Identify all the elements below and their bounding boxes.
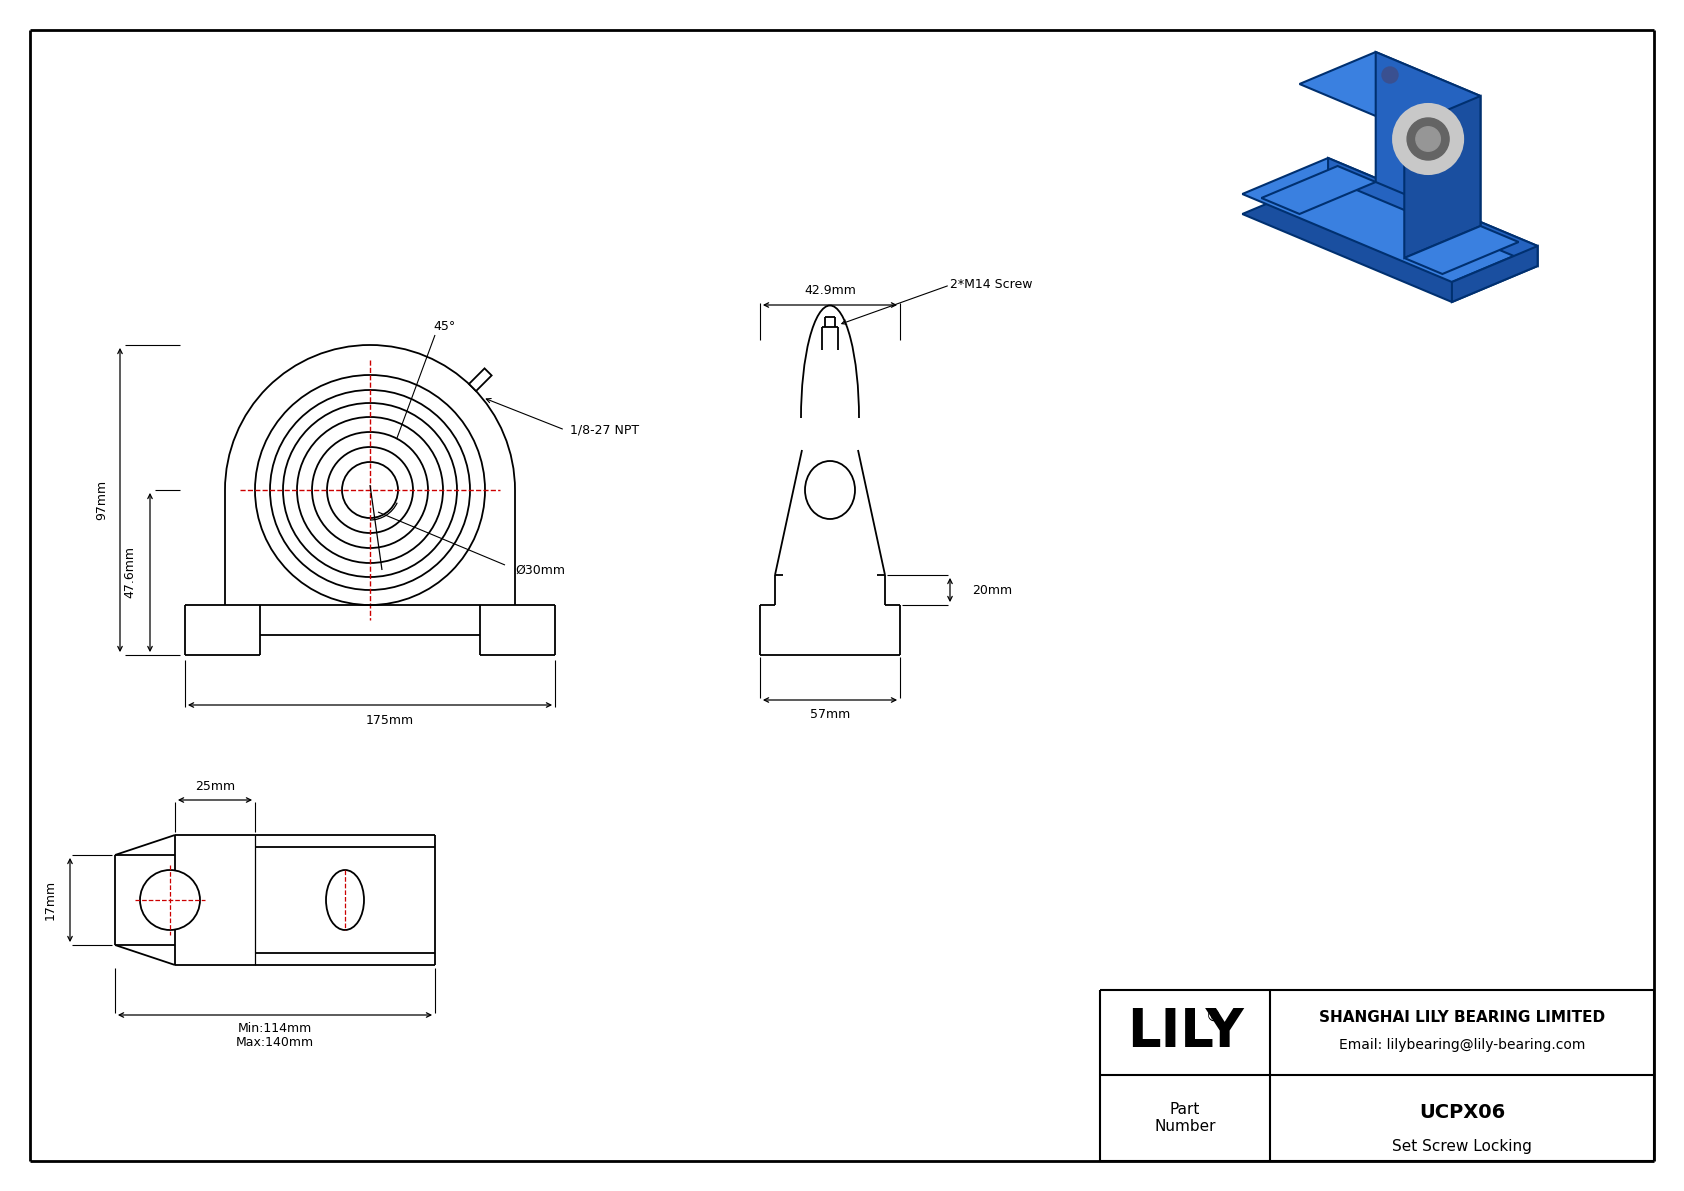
Polygon shape xyxy=(1329,158,1537,266)
Text: 1/8-27 NPT: 1/8-27 NPT xyxy=(569,424,640,436)
Text: 42.9mm: 42.9mm xyxy=(803,285,855,298)
Text: 97mm: 97mm xyxy=(96,480,108,520)
Polygon shape xyxy=(1404,226,1519,274)
Text: Email: lilybearing@lily-bearing.com: Email: lilybearing@lily-bearing.com xyxy=(1339,1039,1585,1052)
Polygon shape xyxy=(1376,52,1480,226)
Text: Max:140mm: Max:140mm xyxy=(236,1036,313,1049)
Ellipse shape xyxy=(805,461,855,519)
Text: Min:114mm: Min:114mm xyxy=(237,1023,312,1035)
Text: LILY: LILY xyxy=(1127,1006,1243,1058)
Text: 2*M14 Screw: 2*M14 Screw xyxy=(950,279,1032,292)
Text: ®: ® xyxy=(1206,1009,1221,1023)
Polygon shape xyxy=(1404,96,1480,258)
Circle shape xyxy=(140,869,200,930)
Text: 25mm: 25mm xyxy=(195,779,236,792)
Circle shape xyxy=(1393,104,1463,174)
Text: SHANGHAI LILY BEARING LIMITED: SHANGHAI LILY BEARING LIMITED xyxy=(1319,1010,1605,1025)
Polygon shape xyxy=(1261,166,1376,214)
Text: UCPX06: UCPX06 xyxy=(1420,1104,1505,1122)
Text: 57mm: 57mm xyxy=(810,709,850,722)
Text: 175mm: 175mm xyxy=(365,713,414,727)
Text: 47.6mm: 47.6mm xyxy=(123,545,136,598)
Circle shape xyxy=(1408,118,1450,160)
Circle shape xyxy=(1383,67,1398,83)
Text: Ø30mm: Ø30mm xyxy=(515,563,566,576)
Ellipse shape xyxy=(327,869,364,930)
Text: 20mm: 20mm xyxy=(972,584,1012,597)
Polygon shape xyxy=(470,368,492,391)
Polygon shape xyxy=(1243,177,1537,303)
Text: 17mm: 17mm xyxy=(44,880,57,921)
Text: Part
Number: Part Number xyxy=(1154,1102,1216,1134)
Text: Set Screw Locking: Set Screw Locking xyxy=(1393,1140,1532,1154)
Circle shape xyxy=(1416,126,1440,151)
Text: 45°: 45° xyxy=(434,320,456,333)
Polygon shape xyxy=(1300,52,1480,127)
Polygon shape xyxy=(1243,158,1537,282)
Polygon shape xyxy=(1452,247,1537,303)
